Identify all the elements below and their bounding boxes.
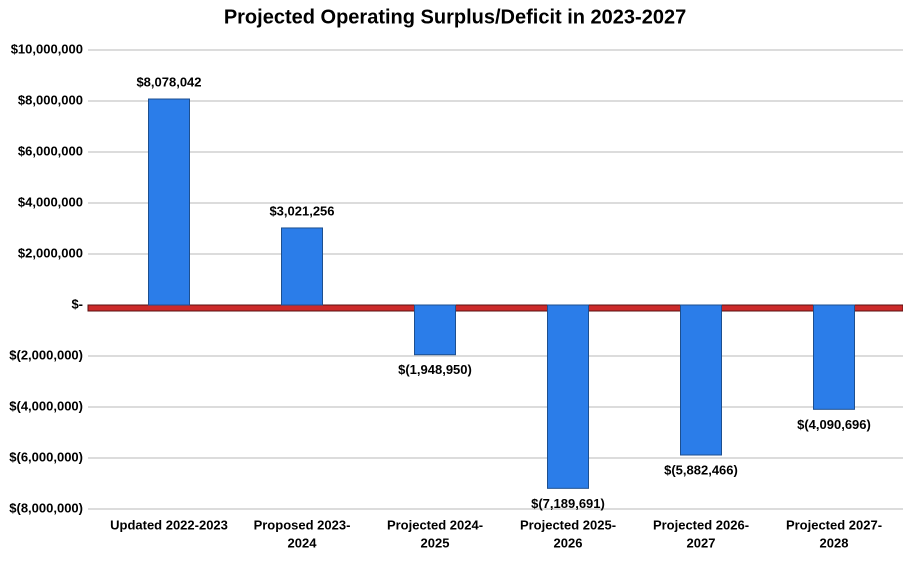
- value-label: $(5,882,466): [664, 462, 738, 477]
- bar: [148, 98, 190, 306]
- value-label: $(4,090,696): [797, 417, 871, 432]
- value-label: $(1,948,950): [398, 362, 472, 377]
- y-tick-label: $6,000,000: [18, 143, 83, 158]
- bar: [547, 304, 589, 489]
- x-tick-label: 2025: [421, 535, 450, 550]
- x-tick-label: Proposed 2023-: [254, 517, 351, 532]
- y-tick-label: $(2,000,000): [9, 347, 83, 362]
- value-label: $8,078,042: [136, 74, 201, 89]
- x-tick-label: 2026: [554, 535, 583, 550]
- x-tick-label: 2024: [288, 535, 318, 550]
- y-tick-label: $4,000,000: [18, 194, 83, 209]
- y-tick-label: $2,000,000: [18, 245, 83, 260]
- x-tick-label: Projected 2026-: [653, 517, 749, 532]
- y-tick-label: $(6,000,000): [9, 449, 83, 464]
- bar: [281, 227, 323, 306]
- x-tick-label: 2027: [687, 535, 716, 550]
- x-tick-label: Projected 2024-: [387, 517, 483, 532]
- x-tick-label: Projected 2027-: [786, 517, 882, 532]
- y-tick-label: $(4,000,000): [9, 398, 83, 413]
- x-tick-label: 2028: [820, 535, 849, 550]
- x-tick-label: Updated 2022-2023: [110, 517, 228, 532]
- bar: [680, 304, 722, 456]
- zero-line: [87, 304, 903, 312]
- x-tick-label: Projected 2025-: [520, 517, 616, 532]
- value-label: $(7,189,691): [531, 496, 605, 511]
- y-tick-label: $10,000,000: [11, 41, 83, 56]
- bar: [414, 304, 456, 356]
- y-tick-label: $8,000,000: [18, 92, 83, 107]
- bar: [813, 304, 855, 410]
- value-label: $3,021,256: [269, 203, 334, 218]
- y-tick-label: $(8,000,000): [9, 500, 83, 515]
- y-tick-label: $-: [71, 296, 83, 311]
- chart-title: Projected Operating Surplus/Deficit in 2…: [224, 6, 686, 28]
